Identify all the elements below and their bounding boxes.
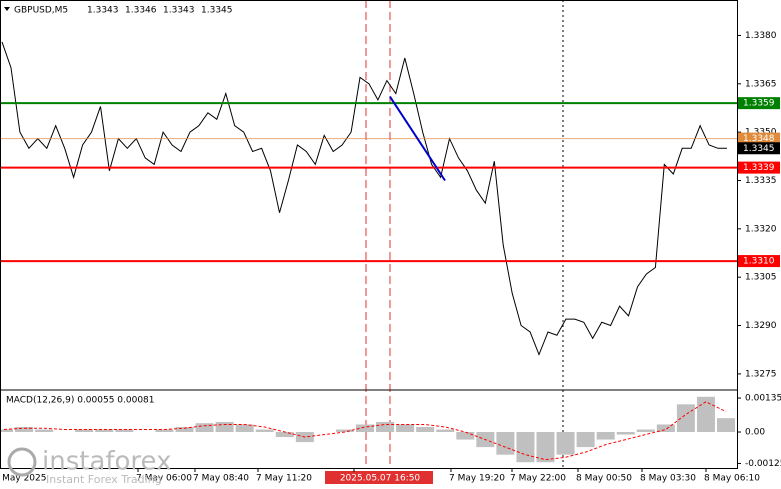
ohlc-value: 1.3345 (201, 6, 233, 16)
x-tick-label: 2025.05.07 16:50 (340, 474, 421, 484)
level-label: 1.3345 (743, 144, 775, 154)
macd-bar (596, 432, 615, 440)
ohlc-value: 1.3346 (125, 6, 157, 16)
level-label: 1.3348 (743, 134, 775, 144)
macd-bar (676, 404, 695, 433)
x-tick-label: 7 May 11:20 (256, 474, 312, 484)
macd-bar (175, 426, 194, 433)
macd-bar (0, 429, 13, 433)
macd-bar (235, 424, 254, 433)
macd-bar (416, 426, 435, 433)
symbol-arrow (4, 7, 10, 11)
signal-line (3, 401, 727, 461)
macd-bar (717, 418, 735, 433)
macd-bar (35, 429, 54, 433)
brand: instaforex (42, 447, 171, 477)
ohlc-value: 1.3343 (87, 6, 119, 16)
level-tag (738, 132, 780, 145)
level-tag (738, 161, 780, 174)
chart-title: GBPUSD,M5 (14, 6, 68, 16)
macd-bar (75, 429, 94, 433)
macd-bar (576, 432, 595, 448)
level-tag (738, 142, 780, 155)
x-tick-label: 7 May 19:20 (449, 474, 505, 484)
trendline (389, 96, 446, 182)
ohlc-value: 1.3343 (163, 6, 195, 16)
macd-bar (396, 424, 415, 433)
macd-title: MACD(12,26,9) 0.00055 0.00081 (6, 396, 155, 406)
y-tick-label: 1.3305 (745, 273, 777, 283)
macd-bar (376, 421, 395, 433)
macd-bar (95, 429, 114, 433)
level-label: 1.3359 (743, 99, 775, 109)
y-tick-label: 1.3335 (745, 176, 777, 186)
macd-bar (656, 424, 675, 433)
macd-bar (356, 424, 374, 433)
x-tick-label: 7 May 2025 (0, 474, 46, 484)
macd-bar (15, 426, 34, 433)
watermark: instaforex Instant Forex Trading (7, 447, 171, 486)
x-tick-label: 7 May 06:00 (136, 474, 192, 484)
x-tick-label: 7 May 22:00 (510, 474, 566, 484)
macd-bar (155, 429, 174, 433)
y-tick-label: 1.3380 (745, 31, 777, 41)
macd-bar (255, 429, 274, 433)
level-tag (738, 255, 780, 268)
macd-bar (636, 429, 655, 433)
macd-bar (496, 432, 515, 455)
macd-bar (436, 429, 455, 433)
y-tick-label: 0.00 (745, 428, 765, 438)
y-tick-label: 1.3275 (745, 369, 777, 379)
plot-frame (0, 0, 738, 469)
macd-bar (536, 432, 555, 463)
macd-bar (696, 396, 715, 433)
x-tick-label: 8 May 00:50 (576, 474, 632, 484)
time-highlight (325, 471, 433, 484)
x-tick-label: 8 May 06:10 (704, 474, 760, 484)
macd-bar (215, 421, 234, 433)
y-tick-label: 1.3290 (745, 321, 777, 331)
macd-bar (335, 429, 354, 433)
x-tick-label: 7 May 08:40 (193, 474, 249, 484)
x-tick-label: 8 May 03:30 (640, 474, 696, 484)
price-line (1, 41, 727, 356)
macd-bar (516, 432, 535, 463)
logo-icon (7, 447, 37, 477)
macd-bar (195, 423, 214, 433)
y-tick-label: -0.00125 (745, 459, 781, 469)
macd-bar (115, 429, 134, 433)
y-tick-label: 0.00135 (745, 394, 781, 404)
y-tick-label: 1.3320 (745, 224, 777, 234)
macd-bar (556, 432, 575, 455)
macd-bar (456, 432, 475, 440)
tagline: Instant Forex Trading (46, 473, 162, 486)
y-tick-label: 1.3365 (745, 79, 777, 89)
level-label: 1.3310 (743, 257, 775, 267)
level-label: 1.3339 (743, 163, 775, 173)
level-tag (738, 97, 780, 110)
macd-bar (275, 432, 294, 438)
macd-bar (616, 432, 635, 435)
